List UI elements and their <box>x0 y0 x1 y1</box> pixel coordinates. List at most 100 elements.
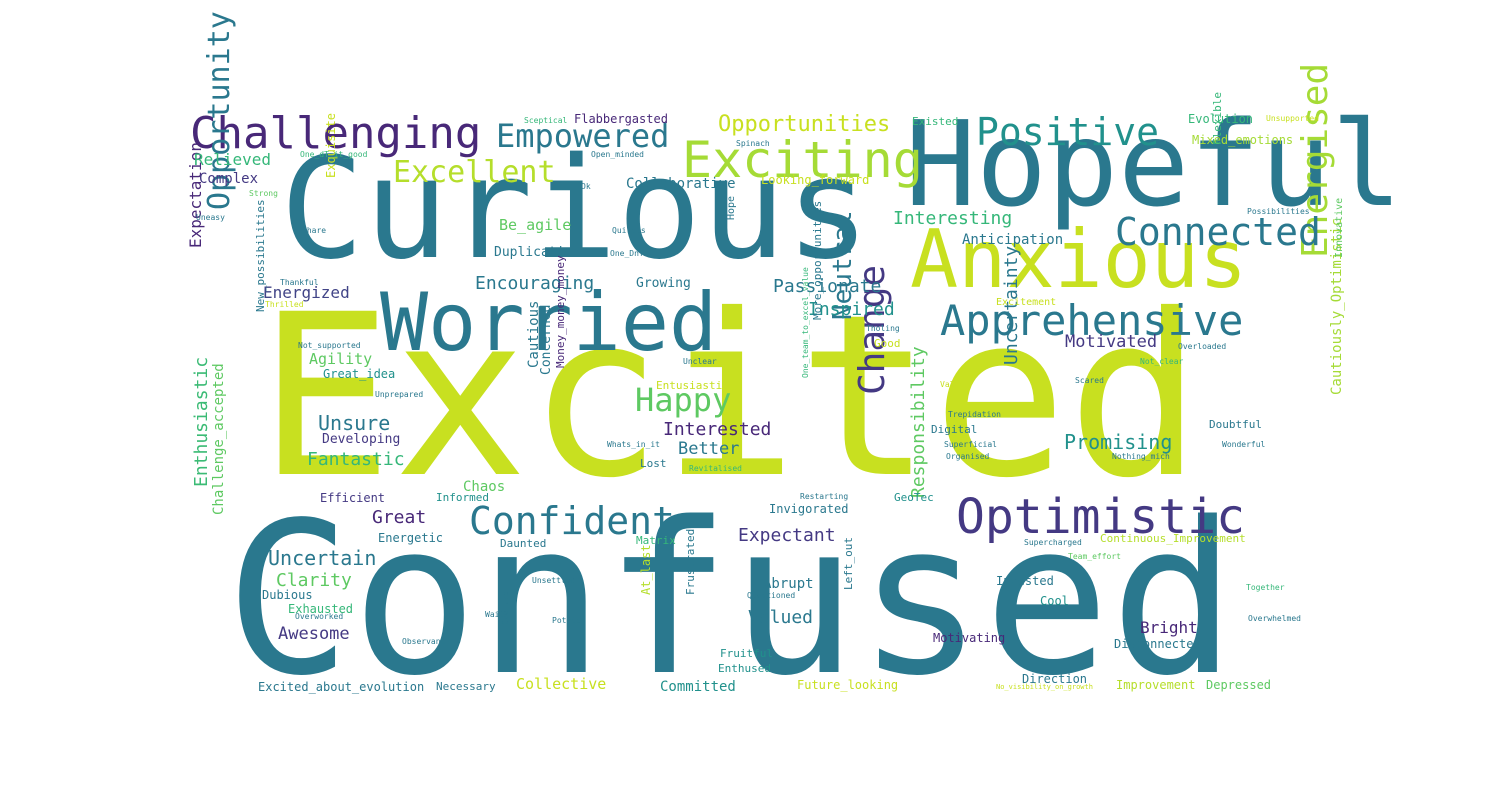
word-excellent: Excellent <box>393 155 556 190</box>
word-value: Value <box>940 380 965 389</box>
word-be-agile: Be_agile <box>499 216 572 234</box>
word-enthusiastic: Enthusiastic <box>191 356 212 487</box>
word-innovative: Innovative <box>1334 197 1345 258</box>
word-passionate: Passionate <box>773 276 882 297</box>
word-hope: Hope <box>726 195 737 220</box>
word-valued: Valued <box>748 607 814 628</box>
word-together: Together <box>1246 583 1285 592</box>
word-curious: Curious <box>280 128 871 291</box>
word-informed: Informed <box>436 491 489 504</box>
word-developing: Developing <box>322 432 401 447</box>
word-agility: Agility <box>309 350 373 368</box>
word-apprehensive: Apprehensive <box>940 296 1244 345</box>
word-exquisite: Exquisite <box>324 112 338 178</box>
word-chaos: Chaos <box>463 479 506 495</box>
word-one-dnt: One_DnT <box>610 249 644 258</box>
word-worried: Worried <box>380 276 718 369</box>
word-responsibility: Responsibility <box>908 346 929 498</box>
word-excitement: Excitement <box>996 297 1057 308</box>
word-efficient: Efficient <box>320 491 386 505</box>
word-interesting: Interesting <box>893 208 1013 229</box>
word-motivated: Motivated <box>1065 332 1158 352</box>
word-unclear: Unclear <box>683 357 717 366</box>
word-great: Great <box>372 507 427 528</box>
word-interested: Interested <box>663 419 772 440</box>
word-left-out: Left_out <box>842 537 855 590</box>
word-supercharged: Supercharged <box>1024 538 1082 547</box>
word-happy: Happy <box>635 381 732 419</box>
word-continuous-improvement: Continuous_Improvement <box>1100 532 1246 545</box>
word-thrilled: Thrilled <box>265 300 304 309</box>
word-challenging: Challenging <box>190 108 482 159</box>
word-confident: Confident <box>469 499 675 543</box>
word-mixed-emotions: Mixed_emotions <box>1192 133 1294 147</box>
word-hopeful: Hopeful <box>905 95 1403 233</box>
word-tholing: Tholing <box>866 324 900 333</box>
word-concerned: Concerned <box>539 304 554 375</box>
word-complex: Complex <box>199 171 259 187</box>
word-better: Better <box>678 439 740 459</box>
word-more-opportunities: More_opportunities <box>811 200 824 320</box>
word-digital: Digital <box>931 423 978 436</box>
word-invested: Invested <box>996 574 1054 588</box>
word-expectant: Expectant <box>738 525 836 546</box>
word-unsure: Unsure <box>318 411 391 435</box>
word-potato: Potato <box>552 616 581 625</box>
word-future-looking: Future_looking <box>797 678 899 692</box>
word-flabbergasted: Flabbergasted <box>574 112 668 126</box>
word-matrix: Matrix <box>636 534 676 547</box>
word-trepidation: Trepidation <box>948 410 1001 419</box>
word-geotec: GeoTec <box>894 491 934 504</box>
word-quirous: Quirous <box>612 226 646 235</box>
word-overloaded: Overloaded <box>1178 342 1227 351</box>
word-enthused: Enthused <box>718 662 771 675</box>
word-overworked: Overworked <box>295 612 344 621</box>
word-overwhelmed: Overwhelmed <box>1248 614 1301 623</box>
word-invigorated: Invigorated <box>769 502 849 516</box>
word-growing: Growing <box>636 276 691 291</box>
word-restarting: Restarting <box>800 492 849 501</box>
word-team-effort: Team_effort <box>1068 552 1121 561</box>
word-not-clear: Not_clear <box>1140 357 1184 366</box>
word-one-team-to-excel-value: One_team_to_excel_value <box>801 267 810 378</box>
word-possibilities: Possibilities <box>1247 207 1310 216</box>
word-existed: Existed <box>912 115 959 128</box>
word-looking-forward: Looking_forward <box>761 173 870 187</box>
word-excited: Excited <box>258 266 1203 527</box>
word-optimistic: Optimistic <box>956 489 1245 545</box>
word-lost: Lost <box>640 457 667 470</box>
word-daunted: Daunted <box>500 537 547 550</box>
word-energetic: Energetic <box>378 531 444 545</box>
word-bright: Bright <box>1140 618 1198 637</box>
word-unprepared: Unprepared <box>375 390 424 399</box>
word-necessary: Necessary <box>436 680 496 693</box>
word-unsettled: Unsettled <box>532 576 576 585</box>
word-abrupt: Abrupt <box>763 576 814 592</box>
word-no-visibility-on-growth: No_visibility_on_growth <box>996 683 1093 691</box>
word-opportunities: Opportunities <box>718 112 891 137</box>
word-superficial: Superficial <box>944 440 997 449</box>
word-unsupported: Unsupported <box>1266 114 1319 123</box>
word-inspired: Inspired <box>808 299 895 320</box>
word-exhausted: Exhausted <box>288 602 354 616</box>
word-doubtful: Doubtful <box>1209 418 1262 431</box>
word-one-dt-it-good: One_dT_it_good <box>300 150 368 159</box>
word-scared: Scared <box>1075 376 1104 385</box>
word-motivating: Motivating <box>933 631 1006 645</box>
word-collaborative: Collaborative <box>626 176 736 192</box>
word-clarity: Clarity <box>276 570 352 591</box>
word-relieved: Relieved <box>194 150 272 169</box>
word-organised: Organised <box>946 452 990 461</box>
word-confused: Confused <box>225 477 1237 722</box>
word-observant: Observant <box>402 637 446 646</box>
word-whats-in-it: Whats_in_it <box>607 440 660 449</box>
word-share: Share <box>302 226 327 235</box>
word-revitalised: Revitalised <box>689 464 742 473</box>
word-anxious: Anxious <box>910 213 1248 306</box>
word-depressed: Depressed <box>1206 678 1272 692</box>
word-flexible: Flexible <box>1211 92 1224 145</box>
word-frustrated: Frustrated <box>684 528 697 595</box>
word-nothing-mich: Nothing_mich <box>1112 452 1170 461</box>
word-duplication: Duplication <box>494 245 581 260</box>
word-sceptical: Sceptical <box>524 116 568 125</box>
